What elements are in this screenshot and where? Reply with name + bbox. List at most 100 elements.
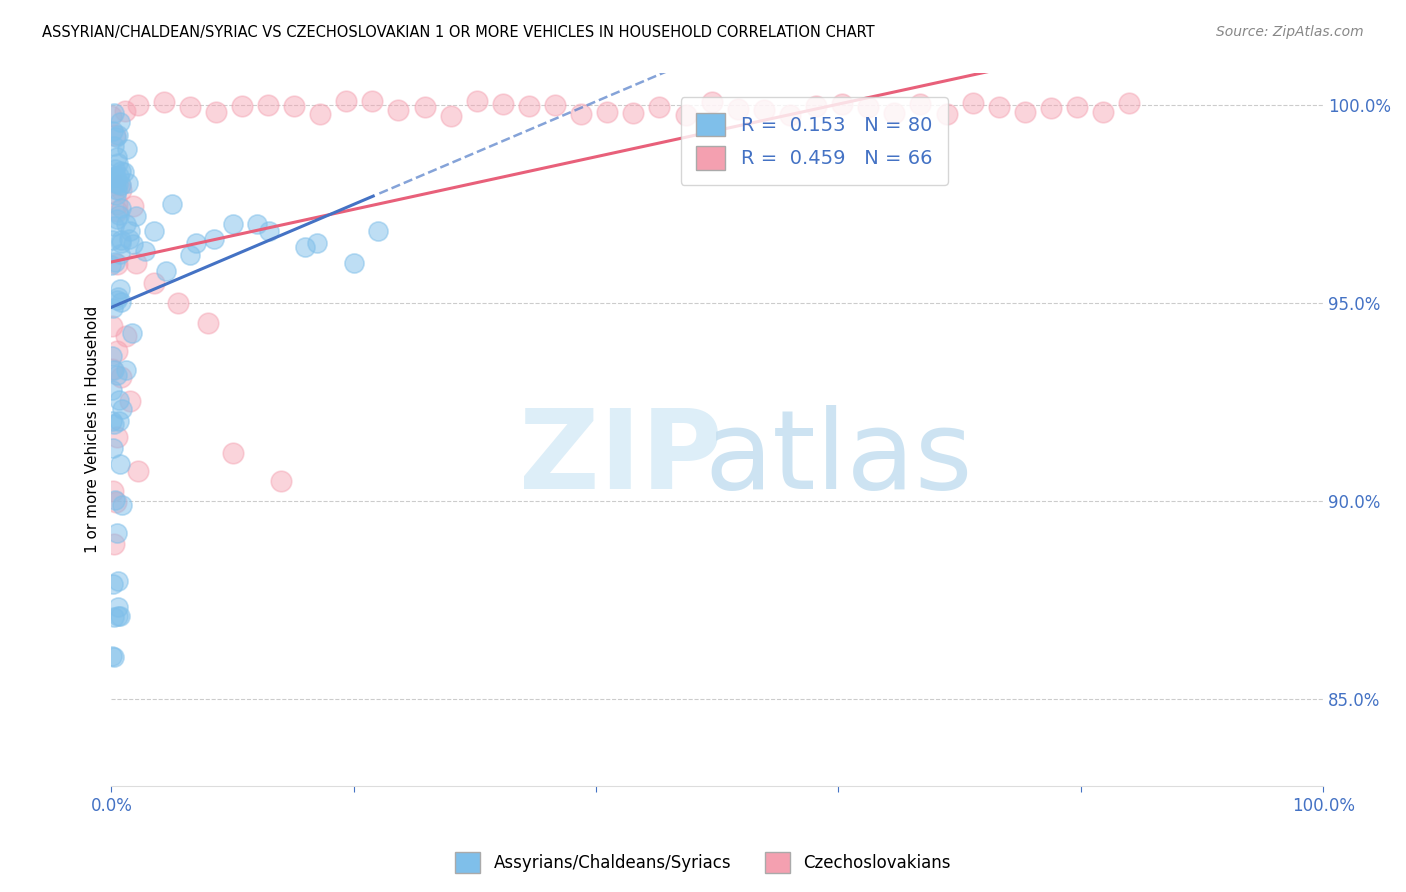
Point [361, 95, 384, 109]
Text: atlas: atlas [704, 405, 973, 512]
Point [105, 176, 128, 190]
Point [367, 224, 389, 238]
Point [179, 248, 201, 262]
Point [110, 183, 132, 197]
Point [100, 233, 122, 247]
Point [727, 102, 749, 116]
Point [110, 178, 132, 193]
Point [858, 99, 880, 113]
Point [987, 100, 1010, 114]
Point [101, 362, 124, 376]
Point [221, 446, 243, 460]
Point [104, 170, 127, 185]
Point [110, 370, 132, 384]
Point [107, 600, 129, 615]
Point [114, 217, 136, 231]
Point [104, 188, 127, 202]
Point [103, 576, 125, 591]
Point [108, 458, 131, 472]
Legend: R =  0.153   N = 80, R =  0.459   N = 66: R = 0.153 N = 80, R = 0.459 N = 66 [681, 97, 948, 186]
Point [105, 344, 128, 359]
Point [100, 319, 122, 334]
Point [142, 224, 165, 238]
Point [831, 96, 853, 111]
Point [127, 97, 149, 112]
Point [118, 394, 141, 409]
Point [179, 100, 201, 114]
Point [124, 256, 146, 270]
Point [440, 109, 463, 123]
Point [1066, 100, 1088, 114]
Point [167, 295, 190, 310]
Point [186, 236, 208, 251]
Point [105, 293, 128, 307]
Point [103, 537, 125, 551]
Point [1092, 105, 1115, 120]
Point [160, 196, 183, 211]
Point [752, 103, 775, 117]
Point [100, 109, 122, 123]
Point [107, 177, 129, 191]
Point [108, 392, 131, 407]
Point [134, 244, 156, 259]
Point [103, 492, 125, 507]
Point [101, 649, 124, 664]
Point [101, 349, 124, 363]
Point [283, 99, 305, 113]
Point [101, 383, 124, 397]
Point [111, 402, 134, 417]
Point [1014, 105, 1036, 120]
Point [675, 108, 697, 122]
Point [104, 162, 127, 177]
Point [114, 104, 136, 119]
Point [101, 441, 124, 455]
Point [117, 141, 139, 155]
Point [110, 201, 132, 215]
Point [107, 183, 129, 197]
Point [117, 176, 139, 190]
Point [257, 224, 280, 238]
Point [246, 217, 269, 231]
Point [202, 232, 225, 246]
Point [1039, 102, 1062, 116]
Point [648, 100, 671, 114]
Point [335, 94, 357, 108]
Text: Source: ZipAtlas.com: Source: ZipAtlas.com [1216, 25, 1364, 39]
Point [104, 254, 127, 268]
Point [101, 175, 124, 189]
Point [804, 99, 827, 113]
Point [935, 107, 957, 121]
Point [413, 100, 436, 114]
Point [127, 464, 149, 478]
Point [103, 128, 125, 142]
Point [231, 99, 253, 113]
Point [155, 264, 177, 278]
Point [105, 368, 128, 382]
Point [111, 498, 134, 512]
Point [105, 257, 128, 271]
Point [544, 97, 567, 112]
Point [107, 609, 129, 624]
Point [105, 170, 128, 185]
Point [121, 326, 143, 340]
Point [107, 150, 129, 164]
Point [105, 525, 128, 540]
Point [110, 164, 132, 178]
Point [112, 165, 135, 179]
Point [100, 258, 122, 272]
Point [118, 232, 141, 246]
Point [124, 209, 146, 223]
Point [110, 282, 132, 296]
Point [118, 224, 141, 238]
Point [105, 203, 128, 218]
Point [110, 178, 132, 193]
Legend: Assyrians/Chaldeans/Syriacs, Czechoslovakians: Assyrians/Chaldeans/Syriacs, Czechoslova… [449, 846, 957, 880]
Point [343, 256, 366, 270]
Point [110, 233, 132, 247]
Point [107, 156, 129, 170]
Point [108, 247, 131, 261]
Point [110, 236, 132, 251]
Text: ZIP: ZIP [519, 405, 723, 512]
Point [122, 236, 145, 251]
Point [103, 219, 125, 233]
